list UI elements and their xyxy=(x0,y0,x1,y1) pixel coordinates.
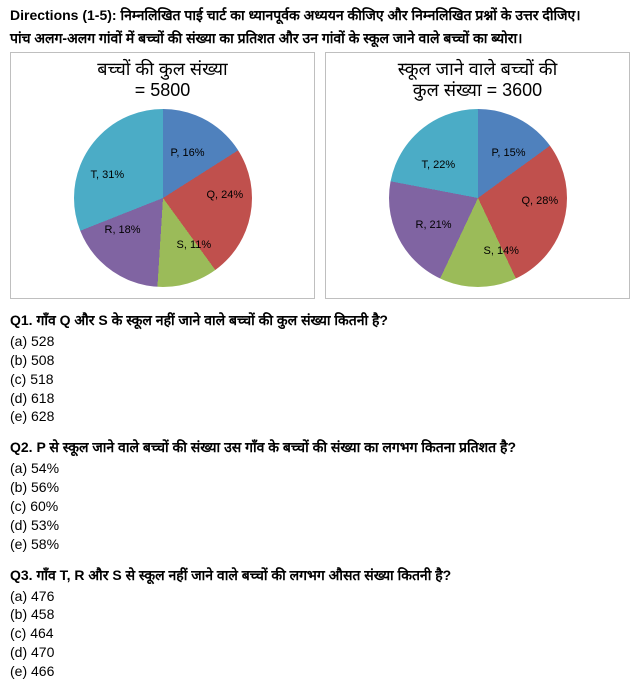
chart2-label-r: R, 21% xyxy=(416,218,452,233)
question-option: (a) 476 xyxy=(10,587,630,606)
chart2-box: स्कूल जाने वाले बच्चों की कुल संख्या = 3… xyxy=(325,52,630,299)
chart2-label-q: Q, 28% xyxy=(522,194,559,209)
question-option: (b) 56% xyxy=(10,478,630,497)
question-text: Q1. गाँव Q और S के स्कूल नहीं जाने वाले … xyxy=(10,311,630,330)
chart2-label-s: S, 14% xyxy=(484,244,519,259)
chart1-title-l2: = 5800 xyxy=(135,80,191,100)
question-block: Q2. P से स्कूल जाने वाले बच्चों की संख्य… xyxy=(10,438,630,553)
chart2-title-l2: कुल संख्या = 3600 xyxy=(413,80,542,100)
question-text: Q3. गाँव T, R और S से स्कूल नहीं जाने वा… xyxy=(10,566,630,585)
chart2-label-p: P, 15% xyxy=(492,146,526,161)
question-option: (d) 470 xyxy=(10,643,630,662)
directions-heading: Directions (1-5): निम्नलिखित पाई चार्ट क… xyxy=(10,6,630,25)
chart1-pie-wrap: P, 16% Q, 24% S, 11% R, 18% T, 31% xyxy=(73,108,253,288)
chart1-label-t: T, 31% xyxy=(91,168,125,183)
questions-container: Q1. गाँव Q और S के स्कूल नहीं जाने वाले … xyxy=(10,311,630,681)
question-option: (e) 628 xyxy=(10,407,630,426)
question-option: (d) 618 xyxy=(10,389,630,408)
charts-row: बच्चों की कुल संख्या = 5800 P, 16% Q, 24… xyxy=(10,52,630,299)
chart1-label-p: P, 16% xyxy=(171,146,205,161)
question-option: (e) 466 xyxy=(10,662,630,681)
question-option: (c) 518 xyxy=(10,370,630,389)
question-option: (a) 54% xyxy=(10,459,630,478)
question-block: Q3. गाँव T, R और S से स्कूल नहीं जाने वा… xyxy=(10,566,630,681)
question-option: (b) 458 xyxy=(10,605,630,624)
question-option: (b) 508 xyxy=(10,351,630,370)
question-option: (e) 58% xyxy=(10,535,630,554)
directions-subheading: पांच अलग-अलग गांवों में बच्चों की संख्या… xyxy=(10,29,630,48)
chart2-title: स्कूल जाने वाले बच्चों की कुल संख्या = 3… xyxy=(330,59,625,102)
question-block: Q1. गाँव Q और S के स्कूल नहीं जाने वाले … xyxy=(10,311,630,426)
question-option: (a) 528 xyxy=(10,332,630,351)
chart1-label-q: Q, 24% xyxy=(207,188,244,203)
chart2-label-t: T, 22% xyxy=(422,158,456,173)
chart2-title-l1: स्कूल जाने वाले बच्चों की xyxy=(398,59,558,79)
chart1-label-s: S, 11% xyxy=(177,238,212,253)
chart2-pie-wrap: P, 15% Q, 28% S, 14% R, 21% T, 22% xyxy=(388,108,568,288)
chart1-label-r: R, 18% xyxy=(105,223,141,238)
question-option: (d) 53% xyxy=(10,516,630,535)
chart1-title-l1: बच्चों की कुल संख्या xyxy=(97,59,227,79)
question-option: (c) 464 xyxy=(10,624,630,643)
question-text: Q2. P से स्कूल जाने वाले बच्चों की संख्य… xyxy=(10,438,630,457)
question-option: (c) 60% xyxy=(10,497,630,516)
chart1-box: बच्चों की कुल संख्या = 5800 P, 16% Q, 24… xyxy=(10,52,315,299)
chart1-title: बच्चों की कुल संख्या = 5800 xyxy=(15,59,310,102)
